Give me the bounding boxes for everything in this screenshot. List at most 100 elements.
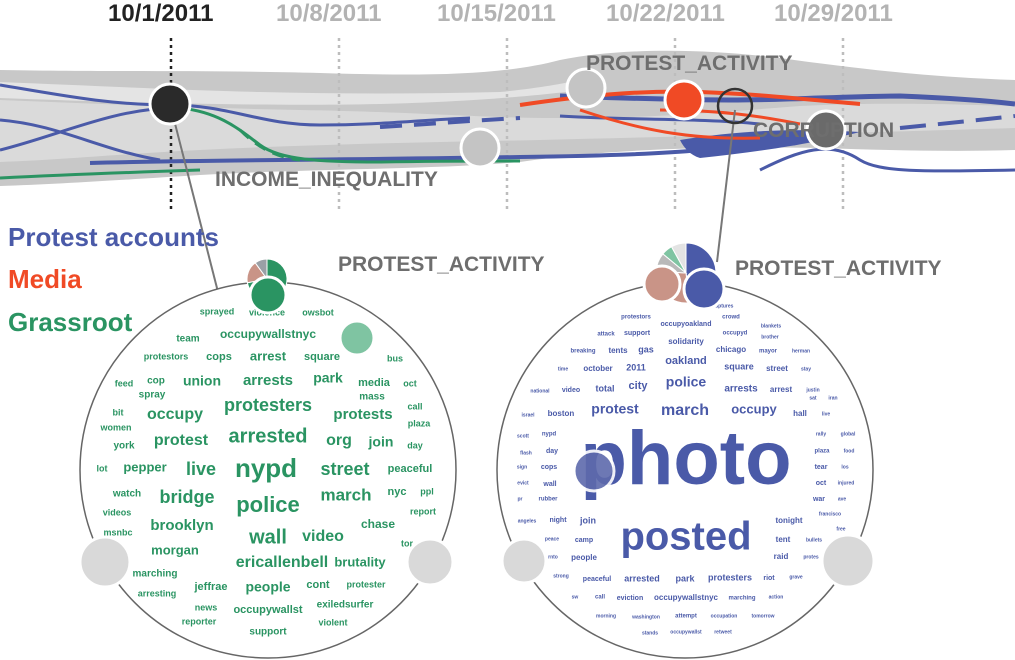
timeline-node[interactable] <box>459 127 501 169</box>
word-cloud-term[interactable]: action <box>769 594 784 600</box>
panel-side-button-right[interactable] <box>405 537 455 587</box>
word-cloud-term[interactable]: breaking <box>570 349 595 355</box>
word-cloud-term[interactable]: protest <box>591 401 639 417</box>
word-cloud-term[interactable]: support <box>624 330 651 337</box>
word-cloud-term[interactable]: iran <box>828 395 837 401</box>
word-cloud-term[interactable]: war <box>812 496 825 503</box>
word-cloud-term[interactable]: occupation <box>711 613 738 619</box>
word-cloud-term[interactable]: report <box>410 506 436 516</box>
word-cloud-term[interactable]: flash <box>520 450 532 456</box>
word-cloud-term[interactable]: occupywallstnyc <box>220 327 316 341</box>
word-cloud-term[interactable]: stands <box>642 630 658 636</box>
word-cloud-term[interactable]: protests <box>333 406 392 423</box>
word-cloud-term[interactable]: arrests <box>724 384 758 395</box>
word-cloud-term[interactable]: occupyoakland <box>661 321 712 328</box>
word-cloud-term[interactable]: rubber <box>538 497 558 503</box>
word-cloud-term[interactable]: bus <box>387 353 403 363</box>
word-cloud-term[interactable]: join <box>579 515 596 525</box>
word-cloud-term[interactable]: sign <box>517 464 527 470</box>
word-cloud-term[interactable]: park <box>313 370 343 386</box>
word-cloud-term[interactable]: pepper <box>123 459 166 474</box>
word-cloud-term[interactable]: francisco <box>819 511 841 517</box>
word-cloud-term[interactable]: washington <box>631 614 660 620</box>
word-cloud-term[interactable]: free <box>836 526 845 532</box>
word-cloud-term[interactable]: israel <box>521 412 535 418</box>
word-cloud-term[interactable]: los <box>841 464 848 470</box>
word-cloud-term[interactable]: street <box>766 364 788 373</box>
timeline-node-selected[interactable] <box>148 82 192 126</box>
word-cloud-term[interactable]: captures <box>713 303 734 309</box>
word-cloud-term[interactable]: marching <box>132 569 177 580</box>
word-cloud-term[interactable]: peaceful <box>583 576 611 583</box>
timeline-node-highlight-ring[interactable] <box>716 87 754 125</box>
word-cloud-term[interactable]: grave <box>789 574 803 580</box>
word-cloud-term[interactable]: food <box>844 448 855 454</box>
word-cloud-term[interactable]: live <box>822 411 831 417</box>
word-cloud-term[interactable]: wall <box>542 481 556 488</box>
word-cloud-term[interactable]: boston <box>548 409 575 418</box>
word-cloud-term[interactable]: women <box>99 422 131 432</box>
word-cloud-term[interactable]: video <box>562 387 580 394</box>
word-cloud-term[interactable]: peaceful <box>388 463 433 475</box>
word-cloud-term[interactable]: national <box>530 388 550 394</box>
word-cloud-term[interactable]: sat <box>809 395 817 401</box>
word-cloud-term[interactable]: raid <box>774 552 789 561</box>
word-cloud-term[interactable]: jeffrae <box>193 581 227 593</box>
word-cloud-term[interactable]: occupyd <box>723 331 748 337</box>
word-cloud-term[interactable]: plaza <box>814 449 830 455</box>
word-cloud-term[interactable]: attempt <box>675 614 697 620</box>
word-cloud-term[interactable]: reporter <box>182 616 217 626</box>
word-cloud-term[interactable]: protest <box>154 432 209 449</box>
word-cloud-term[interactable]: day <box>407 440 423 450</box>
word-cloud-term[interactable]: protesters <box>708 572 752 582</box>
word-cloud-term[interactable]: police <box>236 492 300 517</box>
word-cloud-term[interactable]: occupy <box>147 406 203 423</box>
word-cloud-term[interactable]: herman <box>792 348 810 354</box>
word-cloud-term[interactable]: videos <box>103 507 132 517</box>
word-cloud-term[interactable]: tent <box>776 535 791 544</box>
panel-side-button-left[interactable] <box>78 535 132 589</box>
word-cloud-term[interactable]: bit <box>113 407 124 417</box>
word-cloud-term[interactable]: feed <box>115 378 134 388</box>
word-cloud-term[interactable]: tonight <box>775 516 802 525</box>
word-cloud-term[interactable]: justin <box>805 387 819 393</box>
timeline-node-dark[interactable] <box>805 109 847 151</box>
word-cloud-term[interactable]: night <box>549 517 567 524</box>
word-cloud-term[interactable]: injured <box>838 480 855 486</box>
word-cloud-term[interactable]: ppl <box>420 486 434 496</box>
word-cloud-term[interactable]: bridge <box>159 487 214 507</box>
word-cloud-term[interactable]: square <box>724 361 754 371</box>
word-cloud-term[interactable]: tents <box>608 346 628 355</box>
word-cloud-term[interactable]: hall <box>793 409 807 418</box>
word-cloud-term[interactable]: call <box>595 595 605 601</box>
word-cloud-term[interactable]: police <box>666 374 707 390</box>
word-cloud-term[interactable]: protestors <box>621 315 651 321</box>
word-cloud-term[interactable]: scott <box>517 433 529 439</box>
word-cloud-term[interactable]: news <box>195 602 218 612</box>
word-cloud-term[interactable]: team <box>176 334 199 345</box>
date-label-3[interactable]: 10/15/2011 <box>437 0 556 27</box>
word-cloud-term[interactable]: city <box>629 380 649 392</box>
word-cloud-term[interactable]: owsbot <box>302 307 334 317</box>
timeline-node-media[interactable] <box>663 79 705 121</box>
word-cloud-term[interactable]: 2011 <box>626 362 646 372</box>
word-cloud-term[interactable]: arrest <box>770 385 793 394</box>
panel-handle-right-a[interactable] <box>642 264 682 304</box>
word-cloud-term[interactable]: occupywallst <box>670 629 702 635</box>
word-cloud-term[interactable]: riot <box>763 575 775 582</box>
panel-handle-left-secondary[interactable] <box>338 319 376 357</box>
word-cloud-term[interactable]: photo <box>580 416 791 501</box>
word-cloud-term[interactable]: arrested <box>229 425 308 447</box>
word-cloud-term[interactable]: marching <box>728 596 755 602</box>
word-cloud-term[interactable]: morgan <box>151 542 199 557</box>
word-cloud-term[interactable]: people <box>571 553 597 562</box>
timeline-node[interactable] <box>565 67 607 109</box>
word-cloud-term[interactable]: plaza <box>408 418 432 428</box>
word-cloud-term[interactable]: occupywallst <box>233 604 302 616</box>
word-cloud-term[interactable]: support <box>249 627 287 638</box>
word-cloud-term[interactable]: attack <box>597 332 615 338</box>
word-cloud-term[interactable]: peace <box>545 536 559 542</box>
word-cloud-term[interactable]: arresting <box>138 588 177 598</box>
date-label-4[interactable]: 10/22/2011 <box>606 0 725 27</box>
date-label-1[interactable]: 10/1/2011 <box>108 0 214 27</box>
